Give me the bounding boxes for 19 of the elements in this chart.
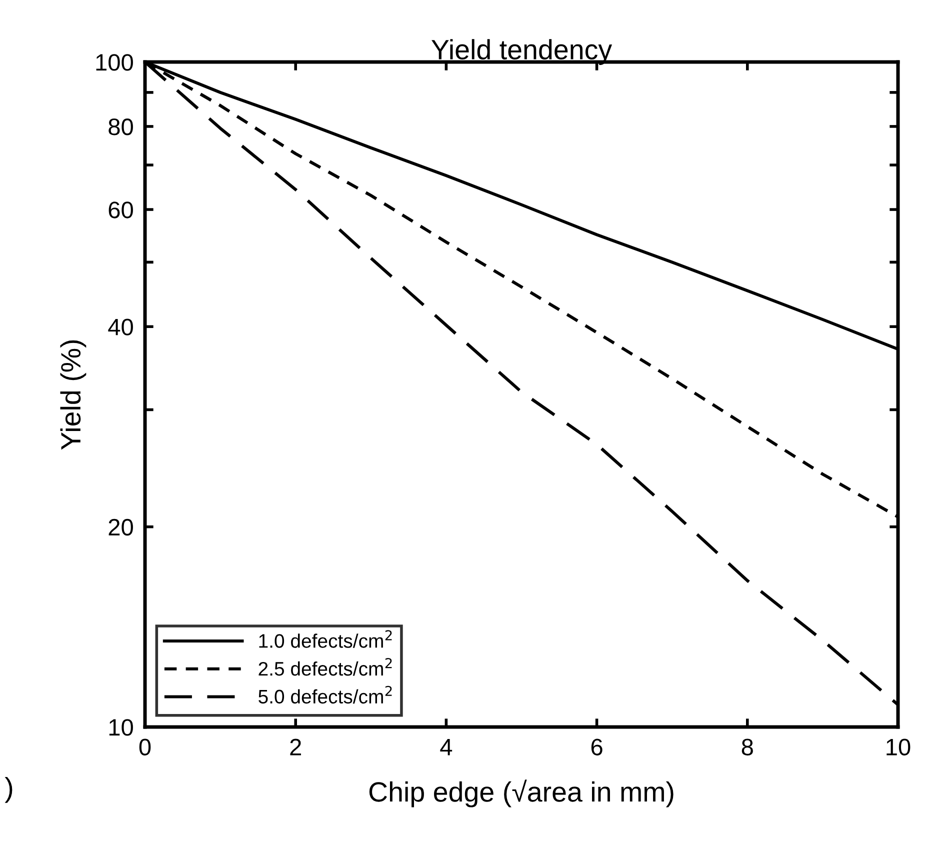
y-tick-label: 100 — [96, 54, 133, 71]
y-tick-label: 20 — [108, 518, 133, 536]
x-tick-label: 2 — [290, 738, 301, 756]
x-tick-label: 8 — [742, 738, 753, 756]
y-axis-title: Yield (%) — [60, 340, 86, 450]
chart-title: Yield tendency — [432, 39, 612, 65]
y-tick-label: 40 — [108, 318, 133, 336]
x-tick-label: 4 — [440, 738, 452, 756]
y-tick-label: 60 — [108, 202, 133, 218]
x-axis-title: Chip edge (√area in mm) — [369, 780, 674, 808]
y-tick-label: 10 — [109, 719, 133, 736]
x-tick-label: 6 — [591, 738, 602, 756]
legend-label: 5.0 defects/cm$^{2}$ — [258, 686, 392, 704]
y-tick-label: 80 — [108, 118, 133, 136]
text: ) — [4, 777, 12, 803]
legend-label: 2.5 defects/cm$^{2}$ — [258, 658, 392, 676]
x-tick-label: 10 — [886, 738, 910, 756]
x-tick-label: 0 — [139, 738, 151, 756]
legend-label: 1.0 defects/cm$^{2}$ — [259, 630, 392, 648]
